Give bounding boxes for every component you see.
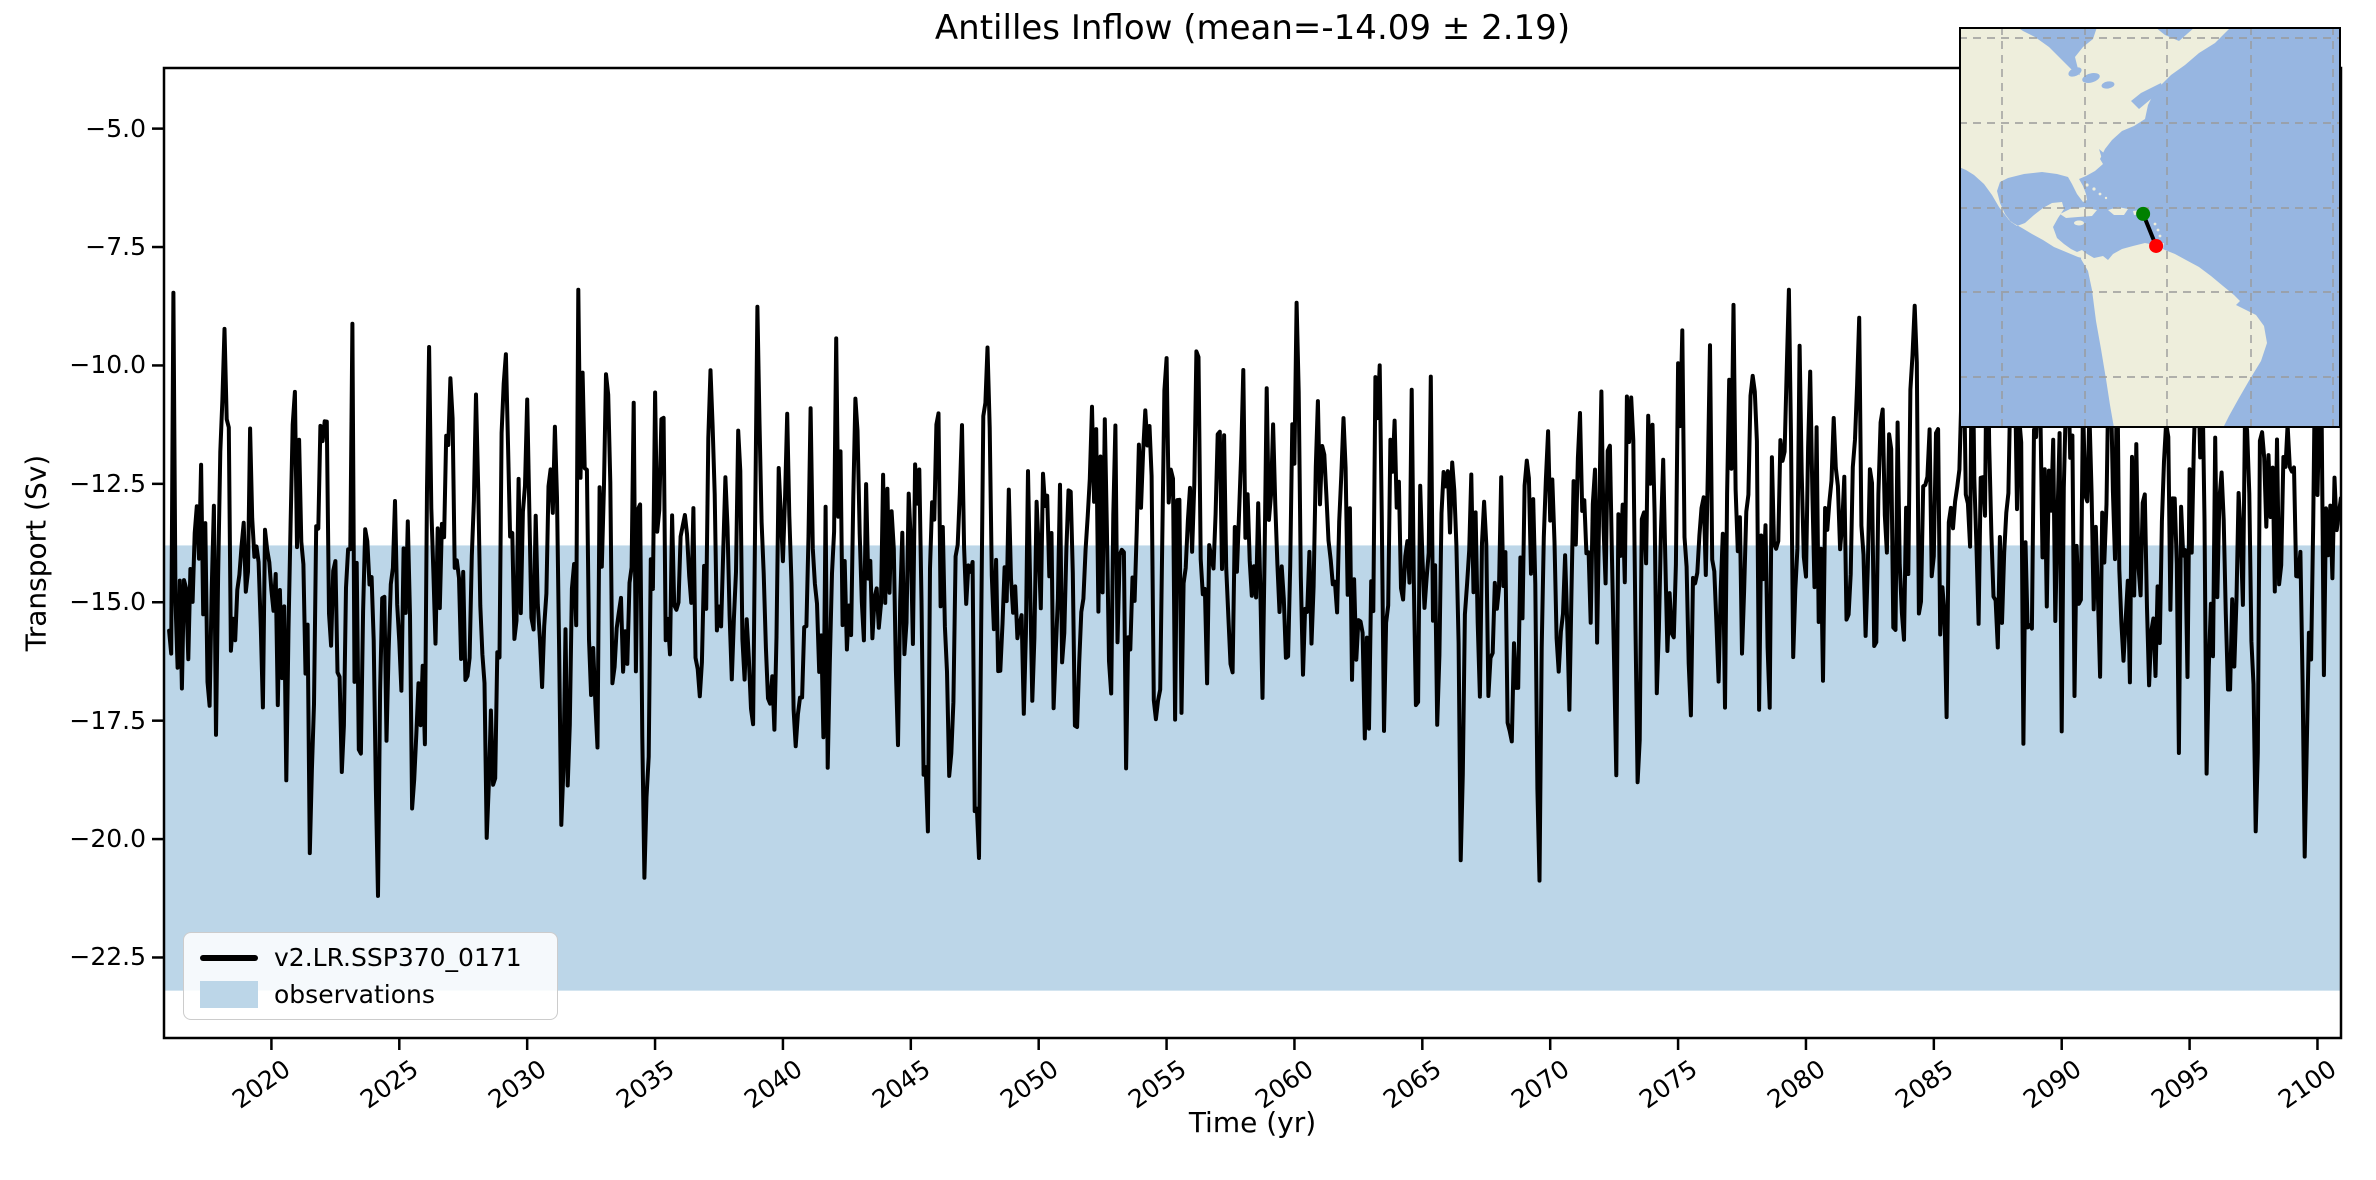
y-tick-label: −20.0 (69, 824, 146, 854)
legend-entry-model: v2.LR.SSP370_0171 (184, 943, 557, 972)
y-tick-label: −7.5 (85, 232, 146, 262)
south-america-landmass (2081, 243, 2267, 428)
y-tick-label: −17.5 (69, 705, 146, 735)
great-lake (2082, 73, 2100, 83)
legend-label: observations (274, 980, 435, 1009)
gulf-of-st-lawrence (2131, 83, 2163, 109)
y-tick-label: −22.5 (69, 942, 146, 972)
y-tick-label: −5.0 (85, 113, 146, 143)
series-line-v2.LR.SSP370_0171 (167, 287, 2341, 898)
great-lake (2101, 81, 2115, 89)
legend-label: v2.LR.SSP370_0171 (274, 943, 522, 972)
y-tick-label: −15.0 (69, 587, 146, 617)
lesser-antilles-island (2153, 222, 2157, 226)
cuba-island (2060, 207, 2097, 218)
hudson-bay (2017, 27, 2097, 75)
chesapeake-bay (2099, 149, 2105, 159)
bahamas-island (2098, 192, 2102, 196)
labrador-sea-notch (2155, 27, 2195, 41)
jamaica-island (2074, 220, 2084, 226)
legend-entry-observations: observations (184, 980, 557, 1009)
chart-title: Antilles Inflow (mean=-14.09 ± 2.19) (934, 8, 1571, 48)
axes-frame (162, 66, 2343, 1040)
lesser-antilles-island (2156, 228, 2160, 232)
axis-tick-marks (152, 127, 2319, 1050)
inland-water (2017, 27, 2195, 159)
legend-line-swatch (200, 954, 258, 961)
landmasses (1959, 27, 2267, 428)
inset-locator-map (1959, 27, 2341, 428)
x-axis-label: Time (yr) (1188, 1106, 1317, 1139)
y-tick-label: −10.0 (69, 350, 146, 380)
north-america-landmass (1959, 27, 2231, 260)
map-border (1959, 27, 2341, 428)
lesser-antilles-island (2158, 234, 2162, 238)
y-tick-label: −12.5 (69, 468, 146, 498)
bahamas-island (2092, 187, 2096, 191)
hispaniola-island (2108, 207, 2128, 215)
map-gridlines (1959, 27, 2341, 428)
section-south-endpoint-marker (2149, 238, 2164, 253)
great-lake (2068, 67, 2082, 77)
section-north-endpoint-marker (2136, 206, 2151, 221)
bahamas-island (2104, 196, 2108, 200)
bahamas-island (2085, 183, 2089, 187)
legend-patch-swatch (200, 981, 258, 1008)
legend: v2.LR.SSP370_0171 observations (183, 932, 558, 1020)
